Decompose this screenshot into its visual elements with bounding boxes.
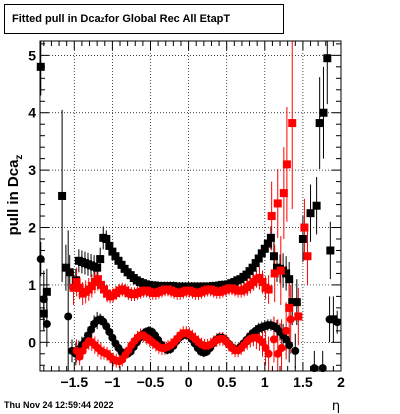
data-point-square [285,303,294,312]
data-point-square [105,241,114,250]
y-tick-label: 1 [28,277,36,293]
plot-frame [39,40,342,372]
data-point-circle [277,344,286,353]
x-tick-label: 1 [261,374,269,390]
data-point-square [255,274,264,283]
data-point-square [258,278,267,287]
data-point-circle [42,319,51,328]
data-point-circle [264,349,273,358]
data-point-square [270,269,279,278]
data-point-square [102,235,111,243]
data-point-square [306,209,315,218]
data-point-circle [273,349,282,358]
data-point-square [65,268,74,277]
data-point-square [282,160,291,169]
data-point-square [61,263,70,272]
data-point-square [303,252,312,261]
data-point-square [315,119,324,128]
y-axis-label-main: pull in Dca [5,159,22,236]
data-point-square [257,249,266,258]
data-point-square [39,309,48,318]
y-tick-label: 2 [28,220,36,236]
data-point-square [273,199,282,208]
data-point-square [288,298,297,307]
data-point-square [326,246,335,255]
x-tick-label: 0 [185,374,193,390]
x-tick-label: 2 [337,374,345,390]
data-point-square [114,256,123,265]
data-point-square [75,283,84,292]
data-point-square [254,254,263,263]
data-point-square [111,252,120,261]
data-point-square [251,259,260,268]
data-point-circle [269,335,278,344]
grid [40,41,341,371]
axis-ticks [40,41,342,371]
x-tick-label: −1.5 [60,374,88,390]
data-point-square [87,282,96,291]
data-point-square [96,255,105,264]
data-point-circle [282,326,291,335]
data-point-circle [64,312,73,321]
y-axis-label: pull in Dcaz [5,155,25,236]
x-tick-label: −1 [104,374,120,390]
data-point-square [285,275,294,284]
data-point-circle [39,295,48,304]
x-tick-label: 1.5 [293,374,313,390]
data-point-square [282,269,291,278]
data-markers [36,54,342,373]
data-point-circle [36,255,45,264]
data-point-square [288,119,297,128]
data-point-circle [310,364,319,373]
data-point-square [117,260,126,269]
data-point-square [294,312,303,321]
data-point-square [292,298,301,307]
data-point-square [72,278,81,287]
data-point-circle [285,341,294,350]
data-point-square [300,223,309,232]
data-point-square [108,247,117,256]
x-tick-label: 0.5 [217,374,237,390]
data-point-square [260,244,269,253]
data-point-square [312,201,321,210]
data-point-circle [291,346,300,355]
data-point-circle [286,315,295,324]
data-point-square [266,233,275,242]
chart-title-suffix: for Global Rec All EtapT [104,13,231,25]
y-axis-label-sub: z [14,155,25,160]
data-point-square [100,285,109,294]
data-point-square [263,239,272,248]
data-point-square [298,235,307,243]
y-tick-label: 4 [28,105,36,121]
data-point-square [269,252,278,261]
data-point-square [69,283,78,292]
y-tick-label: 5 [28,47,36,63]
data-point-square [329,315,338,324]
data-point-square [276,266,285,275]
data-point-square [267,212,276,221]
data-point-circle [318,364,327,373]
data-point-square [96,280,105,289]
data-point-square [319,108,328,117]
chart-title: Fitted pull in Dca z for Global Rec All E… [4,4,284,34]
x-tick-label: −0.5 [137,374,165,390]
data-point-square [264,285,273,294]
data-point-square [93,275,102,284]
footer-date: Thu Nov 24 12:59:44 2022 [4,400,114,410]
x-axis-label: η [332,399,340,414]
chart-title-sub: z [100,14,105,24]
data-point-square [279,189,288,198]
data-point-square [58,191,67,200]
tick-labels: −1.5 −1 −0.5 0 0.5 1 1.5 2 0 1 2 3 4 5 [28,47,345,390]
data-point-square [248,263,257,272]
data-point-square [323,54,332,63]
chart-title-prefix: Fitted pull in Dca [12,13,101,25]
data-point-square [93,263,102,272]
y-tick-label: 3 [28,162,36,178]
data-point-square [42,287,51,296]
y-tick-label: 0 [28,334,36,350]
